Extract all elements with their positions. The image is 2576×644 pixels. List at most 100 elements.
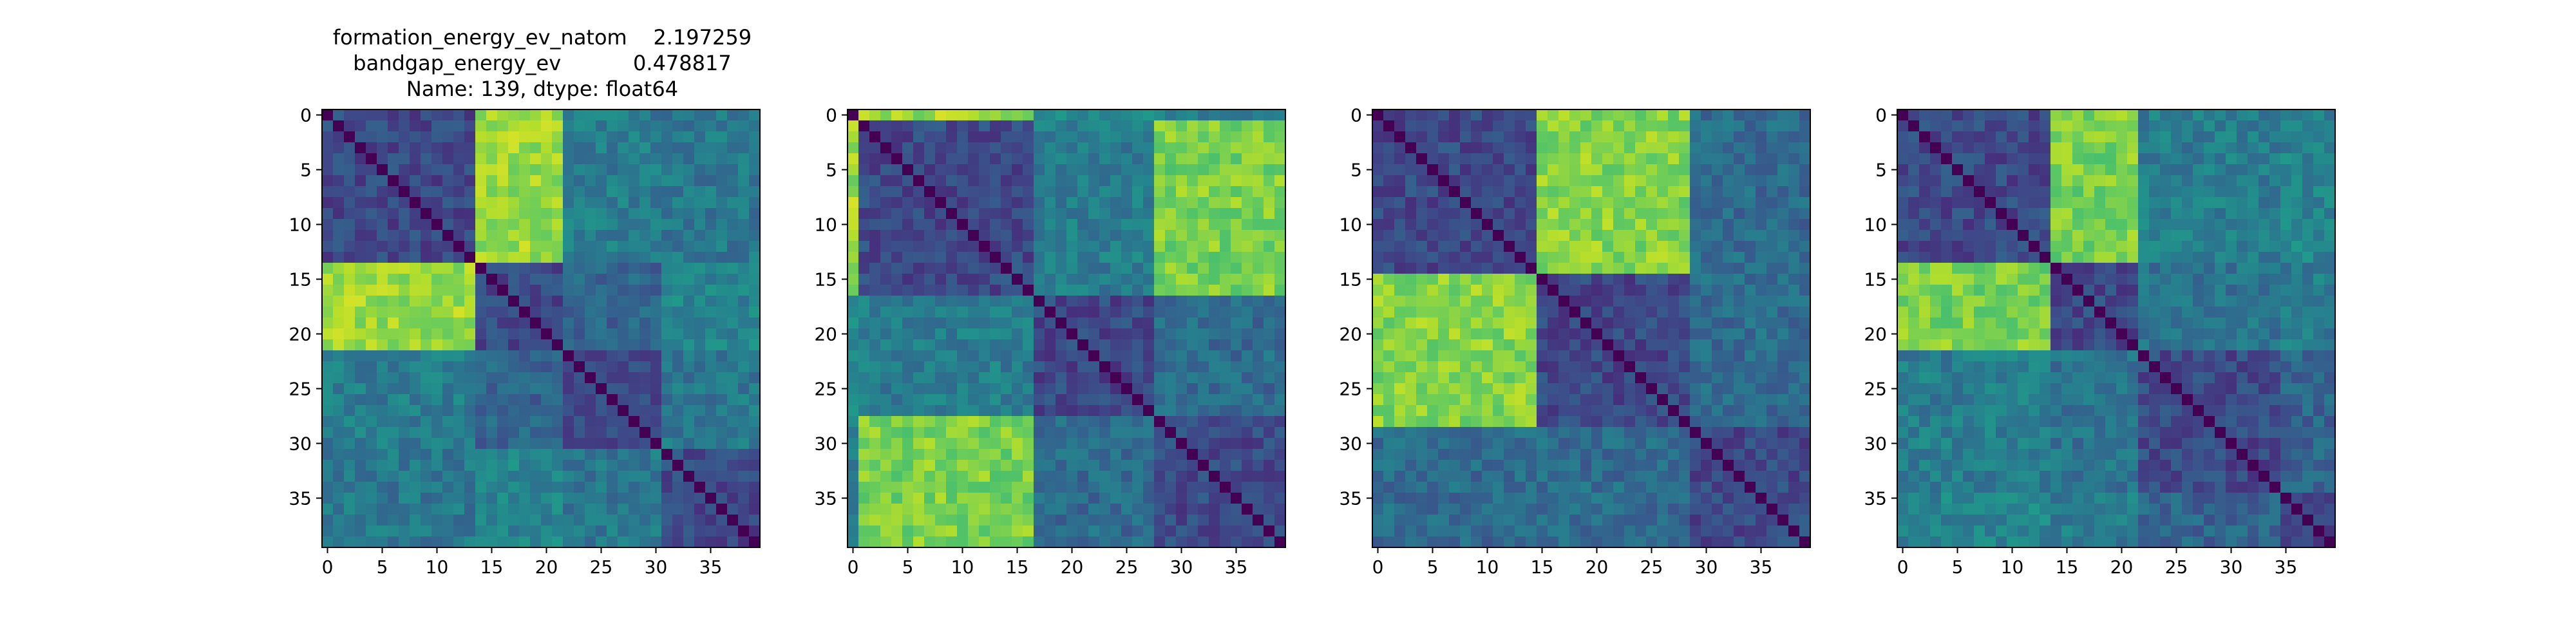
heatmap-cell <box>486 230 498 242</box>
heatmap-cell <box>1569 208 1581 220</box>
heatmap-cell <box>1372 394 1384 406</box>
y-tick-label: 35 <box>289 488 312 509</box>
heatmap-cell <box>1504 361 1515 373</box>
heatmap-cell <box>1056 142 1067 154</box>
heatmap-cell <box>990 493 1001 504</box>
heatmap-cell <box>913 383 925 395</box>
heatmap-cell <box>1537 350 1548 362</box>
heatmap-cell <box>1394 208 1406 220</box>
heatmap-cell <box>464 361 476 373</box>
heatmap-cell <box>1154 361 1166 373</box>
heatmap-cell <box>1897 109 1909 121</box>
heatmap-cell <box>541 241 553 252</box>
heatmap-cell <box>1548 493 1559 504</box>
heatmap-cell <box>727 460 739 471</box>
heatmap-cell <box>585 383 596 395</box>
heatmap-cell <box>1121 164 1133 176</box>
heatmap-cell <box>1449 449 1461 460</box>
heatmap-cell <box>388 285 399 296</box>
heatmap-cell <box>1679 482 1690 493</box>
heatmap-cell <box>1438 383 1450 395</box>
heatmap-cell <box>891 350 903 362</box>
heatmap-cell <box>519 383 531 395</box>
heatmap-cell <box>1001 449 1012 460</box>
heatmap-cell <box>1088 350 1100 362</box>
heatmap-cell <box>344 230 355 242</box>
heatmap-cell <box>1034 471 1045 482</box>
heatmap-cell <box>618 208 629 220</box>
heatmap-cell <box>585 493 596 504</box>
heatmap-cell <box>1242 416 1253 428</box>
heatmap-cell <box>366 208 377 220</box>
heatmap-cell <box>935 252 947 263</box>
heatmap-cell <box>1220 186 1231 198</box>
heatmap-cell <box>694 515 706 526</box>
heatmap-cell <box>1712 208 1723 220</box>
heatmap-cell <box>1613 186 1625 198</box>
heatmap-cell <box>333 372 345 384</box>
heatmap-cell <box>453 175 465 187</box>
heatmap-cell <box>1001 339 1012 351</box>
heatmap-cell <box>1712 394 1723 406</box>
heatmap-cell <box>508 164 520 176</box>
heatmap-cell <box>1198 536 1209 548</box>
heatmap-cell <box>399 339 410 351</box>
heatmap-cell <box>1187 307 1198 318</box>
heatmap-cell <box>1264 536 1275 548</box>
heatmap-cell <box>1482 109 1493 121</box>
heatmap-cell <box>913 230 925 242</box>
heatmap-cell <box>333 460 345 471</box>
heatmap-cell <box>1121 504 1133 515</box>
heatmap-cell <box>738 361 750 373</box>
heatmap-cell <box>1668 296 1680 307</box>
heatmap-cell <box>1613 274 1625 285</box>
heatmap-cell <box>957 460 969 471</box>
heatmap-cell <box>924 504 936 515</box>
heatmap-cell <box>869 471 881 482</box>
heatmap-cell <box>858 153 870 165</box>
heatmap-cell <box>1788 164 1800 176</box>
heatmap-cell <box>858 328 870 340</box>
heatmap-cell <box>957 285 969 296</box>
heatmap-cell <box>1394 296 1406 307</box>
heatmap-cell <box>1099 109 1111 121</box>
heatmap-cell <box>869 186 881 198</box>
heatmap-cell <box>497 241 509 252</box>
heatmap-cell <box>1723 416 1734 428</box>
heatmap-cell <box>486 438 498 450</box>
heatmap-cell <box>639 493 651 504</box>
heatmap-cell <box>1657 350 1669 362</box>
heatmap-cell <box>1176 328 1188 340</box>
heatmap-cell <box>1034 504 1045 515</box>
heatmap-cell <box>1635 131 1647 143</box>
heatmap-cell <box>453 208 465 220</box>
heatmap-cell <box>1745 307 1756 318</box>
heatmap-cell <box>366 372 377 384</box>
heatmap-cell <box>716 394 728 406</box>
heatmap-cell <box>1537 449 1548 460</box>
heatmap-cell <box>1383 536 1395 548</box>
heatmap-cell <box>1088 361 1100 373</box>
heatmap-cell <box>1034 350 1045 362</box>
heatmap-cell <box>399 164 410 176</box>
heatmap-cell <box>464 471 476 482</box>
heatmap-cell <box>596 120 607 132</box>
heatmap-cell <box>421 361 432 373</box>
x-tick-label: 30 <box>645 556 668 578</box>
heatmap-cell <box>858 350 870 362</box>
heatmap-cell <box>694 252 706 263</box>
heatmap-cell <box>410 175 421 187</box>
heatmap-cell <box>1154 471 1166 482</box>
heatmap-cell <box>672 460 684 471</box>
heatmap-cell <box>322 120 334 132</box>
heatmap-cell <box>1242 153 1253 165</box>
heatmap-cell <box>848 120 859 132</box>
heatmap-cell <box>1766 526 1778 537</box>
heatmap-cell <box>388 515 399 526</box>
heatmap-cell <box>629 416 640 428</box>
heatmap-cell <box>1110 350 1122 362</box>
heatmap-cell <box>1231 460 1242 471</box>
heatmap-cell <box>1274 317 1286 329</box>
heatmap-cell <box>1745 405 1756 417</box>
heatmap-cell <box>399 241 410 252</box>
